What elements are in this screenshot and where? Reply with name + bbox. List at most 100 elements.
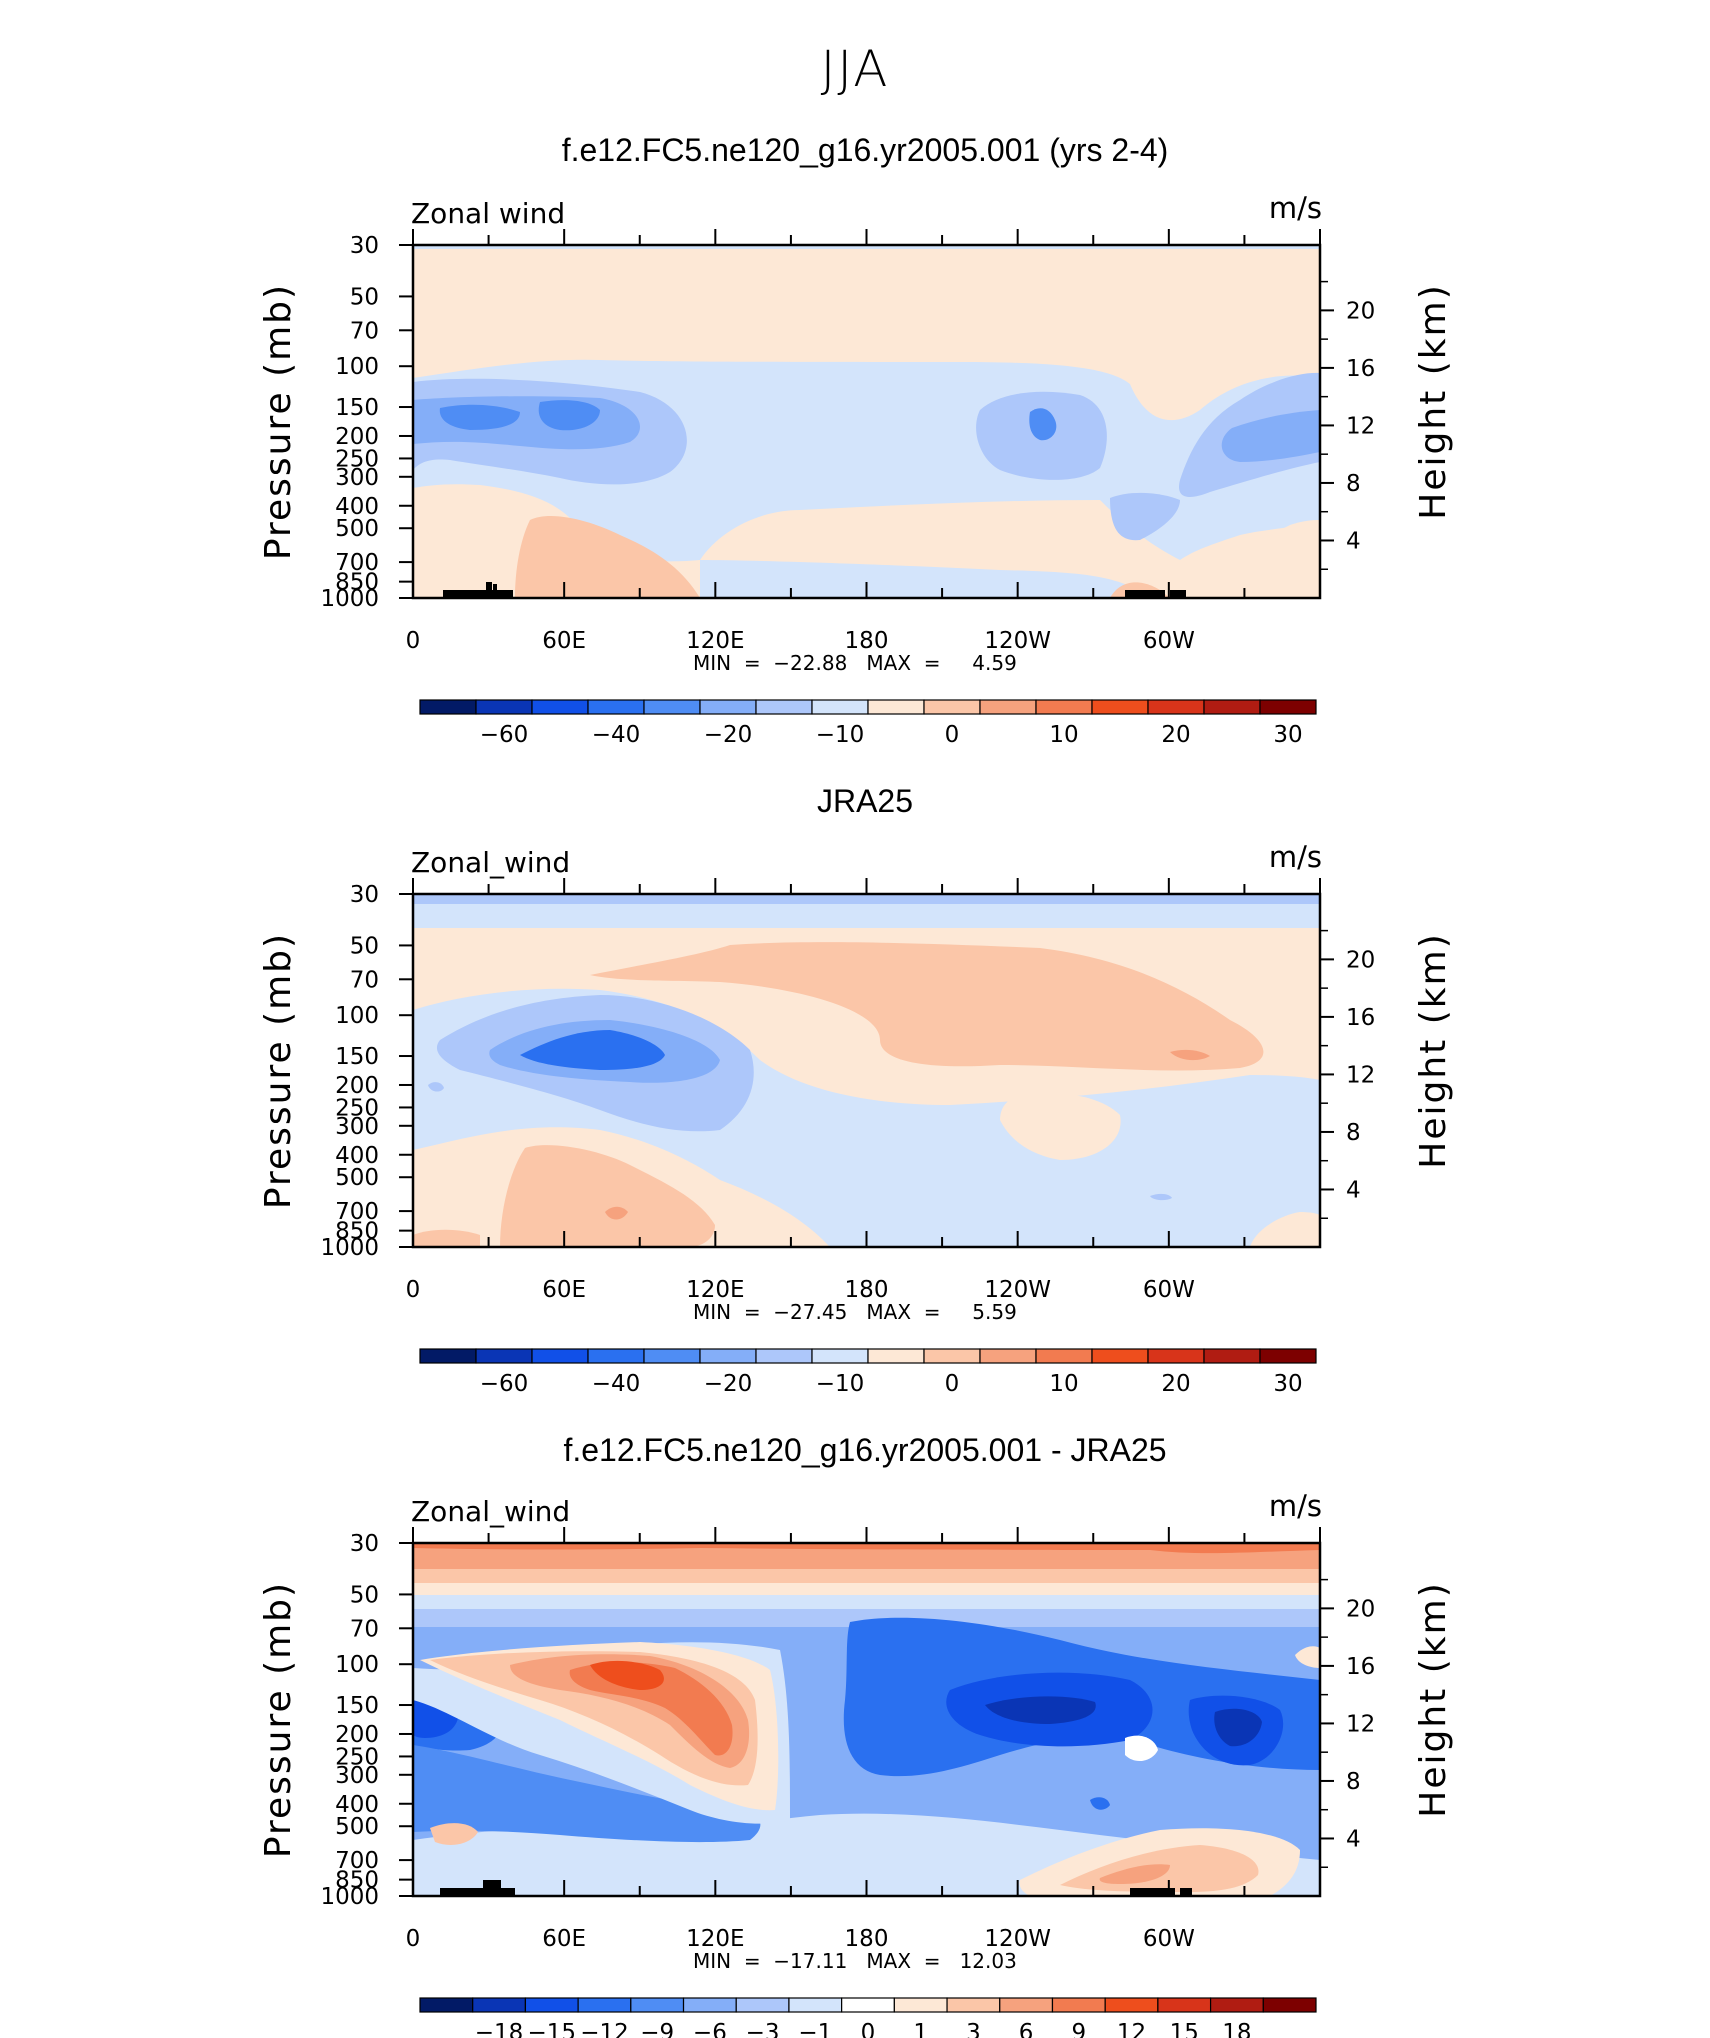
colorbar-swatch	[419, 699, 477, 715]
height-tick-label: 4	[1346, 1826, 1361, 1852]
lon-tick-label: 180	[845, 1926, 889, 1952]
colorbar-swatch	[1147, 699, 1205, 715]
p3-topography	[440, 1880, 1192, 1896]
colorbar-swatch	[1035, 1348, 1093, 1364]
colorbar-swatch	[699, 699, 757, 715]
colorbar-swatch	[841, 1997, 895, 2013]
colorbar-label: 18	[1222, 2020, 1251, 2038]
p3-contour-neg6-west	[413, 1745, 761, 1843]
colorbar-swatch	[811, 1348, 869, 1364]
units-label: m/s	[1269, 840, 1322, 874]
panel-1-contours	[413, 245, 1320, 598]
p2-contour-neg30-west	[520, 1030, 665, 1070]
colorbar-swatch	[979, 1348, 1037, 1364]
colorbar-swatch	[472, 1997, 527, 2013]
min-max-stats: MIN = −17.11 MAX = 12.03	[693, 1949, 1017, 1973]
lon-tick-label: 120W	[984, 1926, 1051, 1952]
lon-tick-label: 60E	[542, 1277, 586, 1303]
colorbar-label: −10	[816, 722, 865, 748]
p3-contour-neg1-bottomleft	[420, 1836, 514, 1885]
p2-contour-pos-dateline	[590, 942, 1264, 1071]
colorbar-label: 3	[966, 2020, 981, 2038]
p2-contour-neg10-east-small	[1150, 1193, 1172, 1201]
colorbar-label: 10	[1049, 722, 1078, 748]
lon-tick-label: 0	[406, 628, 421, 654]
pressure-tick-label: 200	[335, 1073, 379, 1099]
height-tick-label: 12	[1346, 1062, 1375, 1088]
pressure-tick-label: 300	[335, 465, 379, 491]
panel-2-title: JRA25	[816, 783, 914, 819]
lon-tick-label: 120W	[984, 628, 1051, 654]
pressure-tick-label: 70	[350, 967, 379, 993]
colorbar-swatch	[587, 1348, 645, 1364]
colorbar-label: 30	[1273, 1371, 1302, 1397]
colorbar-label: −15	[527, 2020, 576, 2038]
colorbar-swatch	[587, 699, 645, 715]
colorbar-swatch	[475, 699, 533, 715]
colorbar-label: 15	[1170, 2020, 1199, 2038]
p1-contour-neg30-dateline	[1029, 408, 1057, 441]
colorbar-swatch	[419, 1997, 474, 2013]
y-axis-title: Pressure (mb)	[258, 932, 299, 1209]
colorbar-swatch	[811, 699, 869, 715]
colorbar-swatch	[1262, 1997, 1317, 2013]
y-right-axis-title: Height (km)	[1413, 283, 1454, 519]
panel-1-title: f.e12.FC5.ne120_g16.yr2005.001 (yrs 2-4)	[561, 132, 1169, 168]
colorbar-label: −10	[816, 1371, 865, 1397]
colorbar-swatch	[1051, 1997, 1106, 2013]
pressure-tick-label: 70	[350, 1616, 379, 1642]
pressure-tick-label: 30	[350, 1531, 379, 1557]
height-tick-label: 8	[1346, 1120, 1361, 1146]
colorbar-label: 0	[945, 1371, 960, 1397]
colorbar-swatch	[1259, 699, 1317, 715]
colorbar-label: −20	[704, 1371, 753, 1397]
colorbar-swatch	[475, 1348, 533, 1364]
colorbar-swatch	[1259, 1348, 1317, 1364]
colorbar-label: −6	[693, 2020, 727, 2038]
pressure-tick-label: 50	[350, 1582, 379, 1608]
axes-layer: 3050701001502002503004005007008501000201…	[258, 191, 1454, 1973]
p1-top-strip	[413, 245, 1320, 249]
colorbar-label: 20	[1161, 1371, 1190, 1397]
pressure-tick-label: 300	[335, 1763, 379, 1789]
colorbar-label: −12	[580, 2020, 629, 2038]
pressure-tick-label: 50	[350, 284, 379, 310]
lon-tick-label: 120E	[686, 1277, 744, 1303]
p3-top-band-9	[413, 1543, 1320, 1554]
lon-tick-label: 0	[406, 1926, 421, 1952]
colorbar-swatch	[1209, 1997, 1264, 2013]
height-tick-label: 20	[1346, 298, 1375, 324]
colorbar-swatch	[755, 1348, 813, 1364]
colorbar-swatch	[531, 699, 589, 715]
panel-3-plot	[411, 1541, 1322, 1898]
pressure-tick-label: 850	[335, 570, 379, 596]
colorbar-swatch	[1147, 1348, 1205, 1364]
pressure-tick-label: 250	[335, 1095, 379, 1121]
pressure-tick-label: 100	[335, 354, 379, 380]
pressure-tick-label: 1000	[320, 586, 379, 612]
pressure-tick-label: 700	[335, 1199, 379, 1225]
pressure-tick-label: 30	[350, 882, 379, 908]
colorbar-swatch	[1203, 1348, 1261, 1364]
pressure-tick-label: 70	[350, 318, 379, 344]
panel-2-contours	[413, 894, 1320, 1247]
height-tick-label: 20	[1346, 947, 1375, 973]
p1-contour-neg0-bottom	[700, 560, 1150, 598]
colorbar-swatch	[1091, 699, 1149, 715]
pressure-tick-label: 850	[335, 1219, 379, 1245]
pressure-tick-label: 250	[335, 446, 379, 472]
p2-contour-zero-east-low	[1250, 1212, 1320, 1247]
pressure-tick-label: 500	[335, 1165, 379, 1191]
pressure-tick-label: 850	[335, 1868, 379, 1894]
panel-3-contours	[413, 1543, 1320, 1896]
variable-label: Zonal wind	[411, 197, 565, 230]
height-tick-label: 4	[1346, 1177, 1361, 1203]
colorbar-label: −3	[746, 2020, 780, 2038]
variable-label: Zonal_wind	[411, 1495, 570, 1528]
pressure-tick-label: 100	[335, 1652, 379, 1678]
lon-tick-label: 180	[845, 628, 889, 654]
p2-contour-pos-africa	[500, 1145, 715, 1247]
p3-contour-pos1-topright	[1295, 1646, 1320, 1668]
p1-contour-neg30-west-a	[439, 404, 520, 430]
